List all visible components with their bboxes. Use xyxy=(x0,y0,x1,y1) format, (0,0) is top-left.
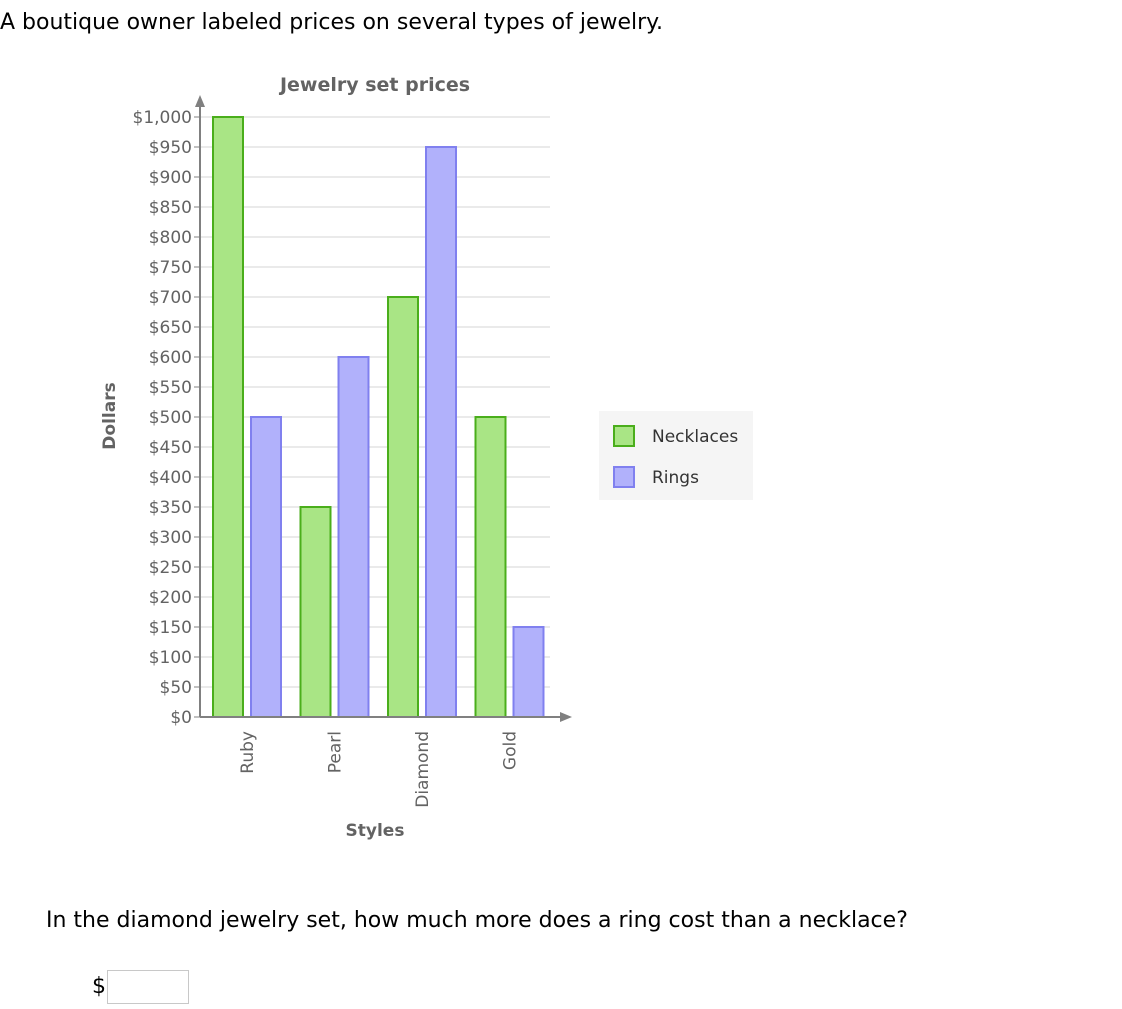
legend-label-necklaces: Necklaces xyxy=(652,427,738,447)
y-tick-label: $550 xyxy=(149,378,192,398)
y-tick-label: $450 xyxy=(149,438,192,458)
y-tick-labels: $0 $50 $100 $150 $200 $250 $300 $350 $400 $450 $50… xyxy=(133,108,200,728)
legend-label-rings: Rings xyxy=(652,468,699,488)
legend-swatch-rings xyxy=(613,466,635,488)
y-tick-label: $100 xyxy=(149,648,192,668)
x-tick-label: Ruby xyxy=(238,731,258,774)
intro-text: A boutique owner labeled prices on sever… xyxy=(0,10,664,35)
bars xyxy=(212,116,545,718)
y-tick-label: $950 xyxy=(149,138,192,158)
x-tick-label: Gold xyxy=(501,731,521,770)
question-text: In the diamond jewelry set, how much mor… xyxy=(46,908,908,933)
answer-input[interactable] xyxy=(107,970,189,1004)
x-axis-label: Styles xyxy=(346,821,405,841)
currency-symbol: $ xyxy=(92,974,106,999)
bar-chart: $0 $50 $100 $150 $200 $250 $300 $350 $400 $450 $50… xyxy=(100,74,753,841)
x-tick-label: Pearl xyxy=(326,731,346,773)
bar-necklaces-pearl xyxy=(299,506,332,718)
y-axis-arrow xyxy=(195,95,205,107)
bar-necklaces-ruby xyxy=(212,116,244,718)
chart-title: Jewelry set prices xyxy=(278,74,470,96)
x-tick-label: Diamond xyxy=(413,731,433,808)
bar-rings-pearl xyxy=(337,356,370,718)
y-tick-label: $150 xyxy=(149,618,192,638)
axes xyxy=(195,95,572,722)
answer-row: $ xyxy=(92,969,189,1005)
y-tick-label: $800 xyxy=(149,228,192,248)
bar-rings-ruby xyxy=(250,416,282,718)
y-tick-label: $400 xyxy=(149,468,192,488)
y-tick-label: $0 xyxy=(170,708,192,728)
x-axis-arrow xyxy=(560,712,572,722)
y-tick-label: $350 xyxy=(149,498,192,518)
y-tick-label: $1,000 xyxy=(133,108,192,128)
y-tick-label: $300 xyxy=(149,528,192,548)
y-axis-label: Dollars xyxy=(100,382,120,449)
x-tick-labels: Ruby Pearl Diamond Gold xyxy=(238,731,521,808)
legend-swatch-necklaces xyxy=(613,425,635,447)
legend: Necklaces Rings xyxy=(599,411,753,500)
y-tick-label: $200 xyxy=(149,588,192,608)
y-tick-label: $650 xyxy=(149,318,192,338)
bar-necklaces-gold xyxy=(474,416,507,718)
y-tick-label: $900 xyxy=(149,168,192,188)
y-tick-label: $600 xyxy=(149,348,192,368)
y-tick-label: $750 xyxy=(149,258,192,278)
bar-rings-diamond xyxy=(425,146,457,718)
bar-rings-gold xyxy=(512,626,545,718)
bar-necklaces-diamond xyxy=(387,296,419,718)
y-tick-label: $250 xyxy=(149,558,192,578)
y-tick-label: $50 xyxy=(160,678,192,698)
y-tick-label: $700 xyxy=(149,288,192,308)
y-tick-label: $500 xyxy=(149,408,192,428)
y-tick-label: $850 xyxy=(149,198,192,218)
